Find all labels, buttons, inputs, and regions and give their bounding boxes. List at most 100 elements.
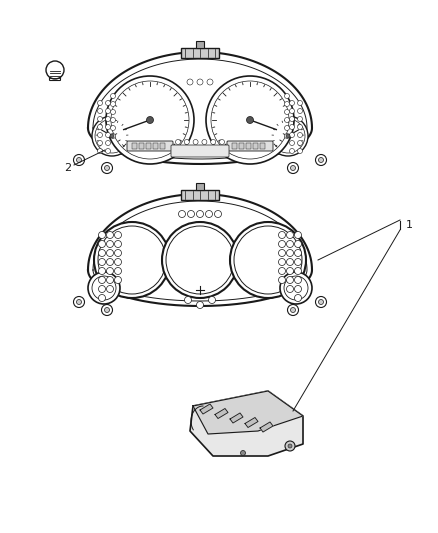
Circle shape bbox=[268, 116, 308, 156]
FancyBboxPatch shape bbox=[181, 190, 219, 200]
Circle shape bbox=[287, 163, 299, 174]
Circle shape bbox=[286, 268, 293, 274]
Circle shape bbox=[187, 211, 194, 217]
Circle shape bbox=[77, 300, 81, 304]
Circle shape bbox=[285, 133, 290, 139]
Circle shape bbox=[294, 268, 301, 274]
Circle shape bbox=[286, 277, 293, 284]
Polygon shape bbox=[260, 422, 273, 432]
Circle shape bbox=[187, 79, 193, 85]
Circle shape bbox=[234, 226, 302, 294]
Circle shape bbox=[211, 140, 215, 144]
Circle shape bbox=[294, 286, 301, 293]
Circle shape bbox=[286, 249, 293, 256]
Circle shape bbox=[297, 109, 303, 114]
Circle shape bbox=[297, 101, 303, 106]
Circle shape bbox=[284, 276, 308, 300]
Bar bbox=[253, 143, 258, 149]
Circle shape bbox=[290, 141, 294, 146]
Bar bbox=[132, 143, 137, 149]
Circle shape bbox=[106, 109, 110, 114]
Circle shape bbox=[74, 155, 85, 166]
Circle shape bbox=[285, 117, 290, 123]
Circle shape bbox=[98, 101, 102, 106]
Circle shape bbox=[197, 302, 204, 309]
Circle shape bbox=[205, 211, 212, 217]
Circle shape bbox=[193, 140, 198, 144]
Circle shape bbox=[95, 119, 129, 153]
Circle shape bbox=[294, 277, 301, 284]
Circle shape bbox=[297, 125, 303, 130]
Circle shape bbox=[74, 296, 85, 308]
Circle shape bbox=[294, 240, 301, 247]
Circle shape bbox=[98, 109, 102, 114]
Circle shape bbox=[290, 149, 294, 154]
Bar bbox=[146, 143, 151, 149]
Circle shape bbox=[105, 308, 110, 312]
Circle shape bbox=[279, 240, 286, 247]
Circle shape bbox=[280, 272, 312, 304]
Circle shape bbox=[179, 211, 186, 217]
Circle shape bbox=[279, 259, 286, 265]
Circle shape bbox=[106, 286, 113, 293]
Circle shape bbox=[285, 109, 290, 115]
Circle shape bbox=[98, 117, 102, 122]
Circle shape bbox=[102, 304, 113, 316]
Circle shape bbox=[99, 259, 106, 265]
Circle shape bbox=[290, 166, 296, 171]
Polygon shape bbox=[245, 417, 258, 427]
Circle shape bbox=[99, 277, 106, 284]
Circle shape bbox=[114, 259, 121, 265]
Circle shape bbox=[290, 101, 294, 106]
Text: 1: 1 bbox=[406, 220, 413, 230]
Circle shape bbox=[99, 240, 106, 247]
Circle shape bbox=[202, 140, 207, 144]
Circle shape bbox=[106, 268, 113, 274]
Circle shape bbox=[110, 133, 116, 139]
Circle shape bbox=[106, 133, 110, 138]
Circle shape bbox=[294, 231, 301, 238]
Circle shape bbox=[106, 141, 110, 146]
Polygon shape bbox=[230, 413, 243, 423]
Circle shape bbox=[114, 268, 121, 274]
Circle shape bbox=[271, 119, 305, 153]
Circle shape bbox=[110, 117, 116, 123]
Circle shape bbox=[92, 276, 116, 300]
Circle shape bbox=[106, 240, 113, 247]
Circle shape bbox=[230, 222, 306, 298]
Circle shape bbox=[110, 101, 116, 107]
Circle shape bbox=[98, 141, 102, 146]
Circle shape bbox=[92, 116, 132, 156]
Circle shape bbox=[208, 296, 215, 303]
Circle shape bbox=[219, 140, 225, 144]
Circle shape bbox=[184, 140, 189, 144]
Circle shape bbox=[98, 226, 166, 294]
Circle shape bbox=[106, 249, 113, 256]
Circle shape bbox=[297, 117, 303, 122]
Circle shape bbox=[286, 286, 293, 293]
Circle shape bbox=[146, 117, 153, 124]
Circle shape bbox=[297, 149, 303, 154]
Circle shape bbox=[294, 259, 301, 265]
Circle shape bbox=[197, 211, 204, 217]
Circle shape bbox=[77, 157, 81, 163]
Circle shape bbox=[215, 211, 222, 217]
FancyBboxPatch shape bbox=[49, 68, 60, 80]
Circle shape bbox=[290, 308, 296, 312]
Circle shape bbox=[166, 226, 234, 294]
Circle shape bbox=[99, 268, 106, 274]
Circle shape bbox=[297, 133, 303, 138]
Circle shape bbox=[114, 277, 121, 284]
Circle shape bbox=[99, 249, 106, 256]
Circle shape bbox=[286, 231, 293, 238]
Polygon shape bbox=[193, 391, 303, 434]
Circle shape bbox=[98, 149, 102, 154]
Circle shape bbox=[207, 79, 213, 85]
Circle shape bbox=[105, 166, 110, 171]
Circle shape bbox=[290, 117, 294, 122]
Circle shape bbox=[279, 268, 286, 274]
Polygon shape bbox=[190, 391, 303, 456]
Circle shape bbox=[110, 93, 116, 99]
Circle shape bbox=[114, 240, 121, 247]
Circle shape bbox=[114, 231, 121, 238]
